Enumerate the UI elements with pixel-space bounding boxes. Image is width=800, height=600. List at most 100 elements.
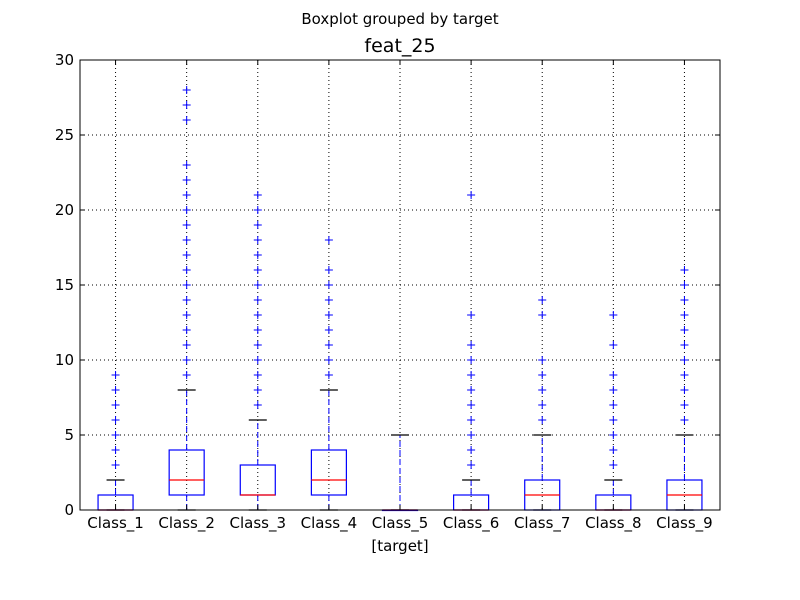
flier-point <box>680 311 689 319</box>
flier-point <box>467 461 476 469</box>
x-tick-label: Class_4 <box>301 514 358 533</box>
flier-point <box>680 326 689 334</box>
flier-point <box>467 386 476 394</box>
flier-point <box>182 296 191 304</box>
flier-point <box>538 356 547 364</box>
flier-point <box>253 221 262 229</box>
y-tick-label: 10 <box>55 351 74 369</box>
flier-point <box>111 386 120 394</box>
boxes-layer <box>97 86 703 512</box>
flier-point <box>253 266 262 274</box>
flier-point <box>253 281 262 289</box>
x-tick-label: Class_6 <box>443 514 500 533</box>
flier-point <box>609 371 618 379</box>
flier-point <box>680 356 689 364</box>
flier-point <box>182 101 191 109</box>
flier-point <box>609 431 618 439</box>
flier-point <box>680 341 689 349</box>
flier-point <box>253 341 262 349</box>
flier-point <box>467 311 476 319</box>
flier-point <box>182 371 191 379</box>
flier-point <box>182 326 191 334</box>
flier-point <box>324 341 333 349</box>
x-tick-label: Class_1 <box>87 514 144 533</box>
flier-point <box>609 311 618 319</box>
flier-point <box>182 251 191 259</box>
flier-point <box>538 416 547 424</box>
flier-point <box>111 431 120 439</box>
y-tick-label: 25 <box>55 126 74 144</box>
flier-point <box>680 386 689 394</box>
flier-point <box>253 386 262 394</box>
y-tick-label: 20 <box>55 201 74 219</box>
flier-point <box>538 311 547 319</box>
flier-point <box>182 281 191 289</box>
flier-point <box>253 326 262 334</box>
flier-point <box>680 401 689 409</box>
flier-point <box>253 251 262 259</box>
flier-point <box>680 371 689 379</box>
flier-point <box>182 356 191 364</box>
x-tick-label: Class_3 <box>230 514 287 533</box>
flier-point <box>111 461 120 469</box>
y-tick-label: 5 <box>64 426 74 444</box>
flier-point <box>680 281 689 289</box>
flier-point <box>538 296 547 304</box>
flier-point <box>609 461 618 469</box>
box-group <box>239 191 276 511</box>
flier-point <box>182 176 191 184</box>
x-tick-label: Class_8 <box>585 514 642 533</box>
flier-point <box>111 446 120 454</box>
ticks-layer: 0 5 10 15 20 25 30 Class_1 Class_2 Class_3 Class_4… <box>55 51 720 533</box>
y-tick-label: 0 <box>64 501 74 519</box>
flier-point <box>609 401 618 409</box>
flier-point <box>467 191 476 199</box>
flier-point <box>253 401 262 409</box>
flier-point <box>609 386 618 394</box>
flier-point <box>111 371 120 379</box>
box-rect <box>310 449 347 496</box>
flier-point <box>182 161 191 169</box>
flier-point <box>253 296 262 304</box>
box-rect <box>168 449 205 496</box>
flier-point <box>467 341 476 349</box>
flier-point <box>680 266 689 274</box>
y-tick-label: 30 <box>55 51 74 69</box>
flier-point <box>324 281 333 289</box>
flier-point <box>182 311 191 319</box>
flier-point <box>680 416 689 424</box>
x-axis-label: [target] <box>371 537 428 555</box>
flier-point <box>609 341 618 349</box>
x-tick-label: Class_7 <box>514 514 571 533</box>
flier-point <box>467 431 476 439</box>
flier-point <box>253 311 262 319</box>
flier-point <box>182 191 191 199</box>
flier-point <box>111 401 120 409</box>
flier-point <box>253 236 262 244</box>
flier-point <box>182 236 191 244</box>
flier-point <box>538 401 547 409</box>
flier-point <box>253 371 262 379</box>
flier-point <box>324 296 333 304</box>
x-tick-label: Class_5 <box>372 514 429 533</box>
x-tick-label: Class_9 <box>656 514 713 533</box>
flier-point <box>680 296 689 304</box>
box-group <box>381 434 419 512</box>
flier-point <box>111 416 120 424</box>
flier-point <box>324 311 333 319</box>
box-group <box>453 191 490 511</box>
flier-point <box>182 266 191 274</box>
flier-point <box>182 116 191 124</box>
flier-point <box>253 206 262 214</box>
flier-point <box>324 326 333 334</box>
flier-point <box>182 221 191 229</box>
y-tick-label: 15 <box>55 276 74 294</box>
box-group <box>666 266 703 511</box>
flier-point <box>182 206 191 214</box>
flier-point <box>253 356 262 364</box>
flier-point <box>324 371 333 379</box>
flier-point <box>467 401 476 409</box>
flier-point <box>467 416 476 424</box>
flier-point <box>467 371 476 379</box>
